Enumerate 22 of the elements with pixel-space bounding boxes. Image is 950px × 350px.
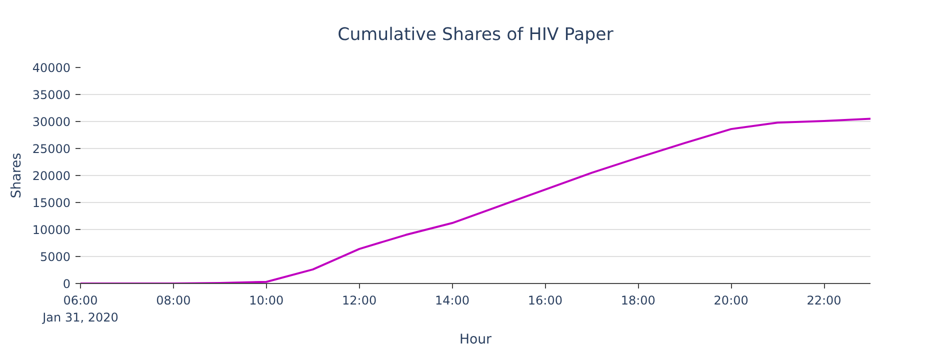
y-tick-label: 30000 [32,115,71,129]
y-tick-label: 20000 [32,169,71,183]
line-series [80,118,870,284]
x-tick-label: 22:00 [806,294,842,308]
chart-title: Cumulative Shares of HIV Paper [338,25,614,45]
y-tick-label: 5000 [40,250,71,264]
x-tick-label: 18:00 [620,294,656,308]
y-axis-title: Shares [9,152,24,198]
y-tick-label: 35000 [32,88,71,102]
x-tick-label: 10:00 [249,294,284,308]
y-tick-label: 0 [62,277,71,291]
x-tick-label: 16:00 [528,294,563,308]
y-tick-label: 15000 [32,196,71,210]
x-axis-title: Hour [459,332,492,348]
x-tick-label: 12:00 [342,294,377,308]
y-tick-label: 10000 [32,223,71,237]
y-tick-label: 40000 [32,61,71,75]
y-tick-label: 25000 [32,142,71,156]
x-tick-label: 14:00 [434,294,470,308]
x-tick-label: 06:00 Jan 31, 2020 [42,294,118,324]
x-tick-label: 08:00 [156,294,191,308]
x-tick-label: 20:00 [714,294,748,308]
